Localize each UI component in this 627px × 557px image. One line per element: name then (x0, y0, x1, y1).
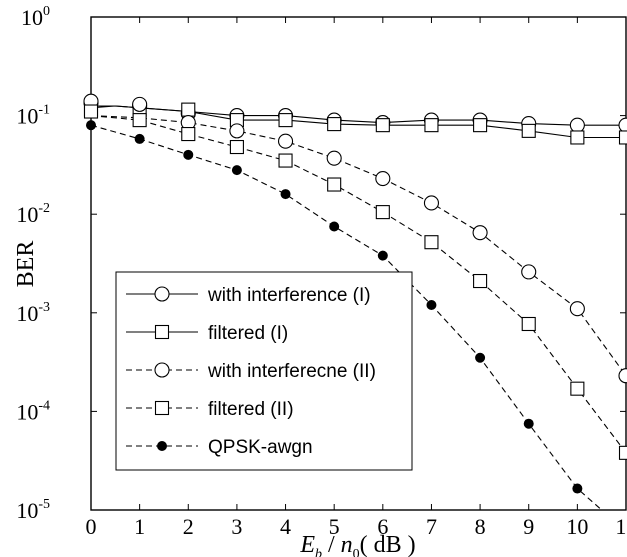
series-0 (83, 95, 627, 133)
data-point (569, 117, 585, 133)
legend-marker (154, 400, 170, 416)
y-tick-label: 10-2 (16, 201, 50, 227)
y-tick-label: 10-3 (16, 300, 50, 326)
data-point (132, 96, 148, 112)
x-title-e: E (299, 532, 315, 557)
data-point (181, 126, 196, 142)
data-point (523, 418, 534, 429)
data-point (229, 123, 245, 139)
data-point (570, 381, 585, 396)
data-point (329, 221, 340, 232)
series-line (90, 124, 603, 511)
legend-marker (154, 362, 170, 378)
x-title-slash: / (322, 532, 341, 557)
data-point (181, 102, 196, 117)
data-point (278, 113, 293, 128)
data-point (183, 149, 194, 160)
data-point (472, 225, 488, 241)
data-point (426, 299, 437, 310)
data-point (86, 120, 96, 131)
data-point (618, 130, 627, 145)
data-point (521, 316, 536, 332)
legend-label: filtered (I) (208, 323, 288, 344)
data-point (521, 264, 537, 280)
data-point (375, 170, 391, 187)
data-point (132, 113, 147, 128)
data-point (327, 117, 342, 132)
x-title-n: n (341, 532, 353, 557)
data-point (377, 250, 388, 261)
series-3 (83, 104, 627, 460)
data-point (277, 133, 294, 149)
series-line (91, 105, 626, 126)
x-tick-label: 7 (426, 514, 437, 539)
data-point (327, 177, 342, 192)
data-point (231, 165, 242, 176)
data-point (280, 189, 291, 200)
y-tick-label: 100 (21, 4, 50, 30)
x-tick-label: 4 (280, 514, 291, 539)
x-tick-label: 1 (134, 514, 145, 539)
x-title-sub-b: b (315, 547, 322, 557)
data-point (375, 205, 390, 220)
y-tick-label: 10-1 (16, 103, 50, 129)
y-tick-label: 10-5 (16, 497, 50, 523)
data-point (618, 117, 627, 133)
data-point (423, 195, 440, 211)
axis-ticks: 0 1 2 3 4 5 6 7 8 9 10 11 100 10-1 10-2 10-3 10-4 10-5 (16, 4, 627, 539)
legend-label: with interferecne (II) (207, 361, 376, 382)
legend-label: with interference (I) (207, 285, 371, 306)
data-point (618, 368, 627, 384)
data-point (473, 118, 488, 133)
series-4 (86, 120, 603, 511)
data-point (572, 483, 583, 494)
x-tick-label: 3 (231, 514, 242, 539)
x-tick-label: 11 (615, 514, 627, 539)
x-tick-label: 6 (377, 514, 388, 539)
series-1 (83, 102, 627, 145)
data-point (473, 273, 488, 289)
x-tick-label: 0 (86, 514, 97, 539)
series-line (90, 115, 627, 377)
x-tick-label: 5 (329, 514, 340, 539)
legend-marker (157, 441, 167, 451)
x-axis-title: Eb / n0( dB ) (299, 532, 415, 557)
data-point (570, 130, 585, 145)
series-layer (83, 93, 627, 511)
series-2 (83, 93, 627, 384)
data-point (475, 352, 486, 363)
y-tick-label: 10-4 (16, 398, 50, 424)
x-title-unit: ( dB ) (360, 532, 416, 557)
data-point (326, 150, 342, 166)
legend-marker (154, 286, 170, 302)
data-point (83, 104, 99, 119)
data-point (134, 133, 145, 144)
x-tick-label: 8 (475, 514, 486, 539)
series-line (90, 115, 627, 454)
data-point (521, 123, 536, 138)
legend-label: filtered (II) (208, 399, 294, 420)
data-point (375, 118, 390, 133)
data-point (618, 445, 627, 460)
y-axis-title: BER (13, 241, 39, 288)
data-point (229, 139, 244, 155)
x-title-sub-0: 0 (353, 547, 360, 557)
data-point (278, 153, 293, 168)
legend-label: QPSK-awgn (208, 437, 313, 458)
x-tick-label: 10 (566, 514, 588, 539)
plot-frame (90, 16, 627, 511)
legend-marker (154, 324, 170, 340)
data-point (424, 235, 439, 250)
data-point (569, 301, 585, 317)
x-tick-label: 2 (183, 514, 194, 539)
data-point (424, 118, 439, 133)
x-tick-label: 9 (523, 514, 534, 539)
legend: with interference (I) filtered (I) with in… (115, 271, 413, 471)
